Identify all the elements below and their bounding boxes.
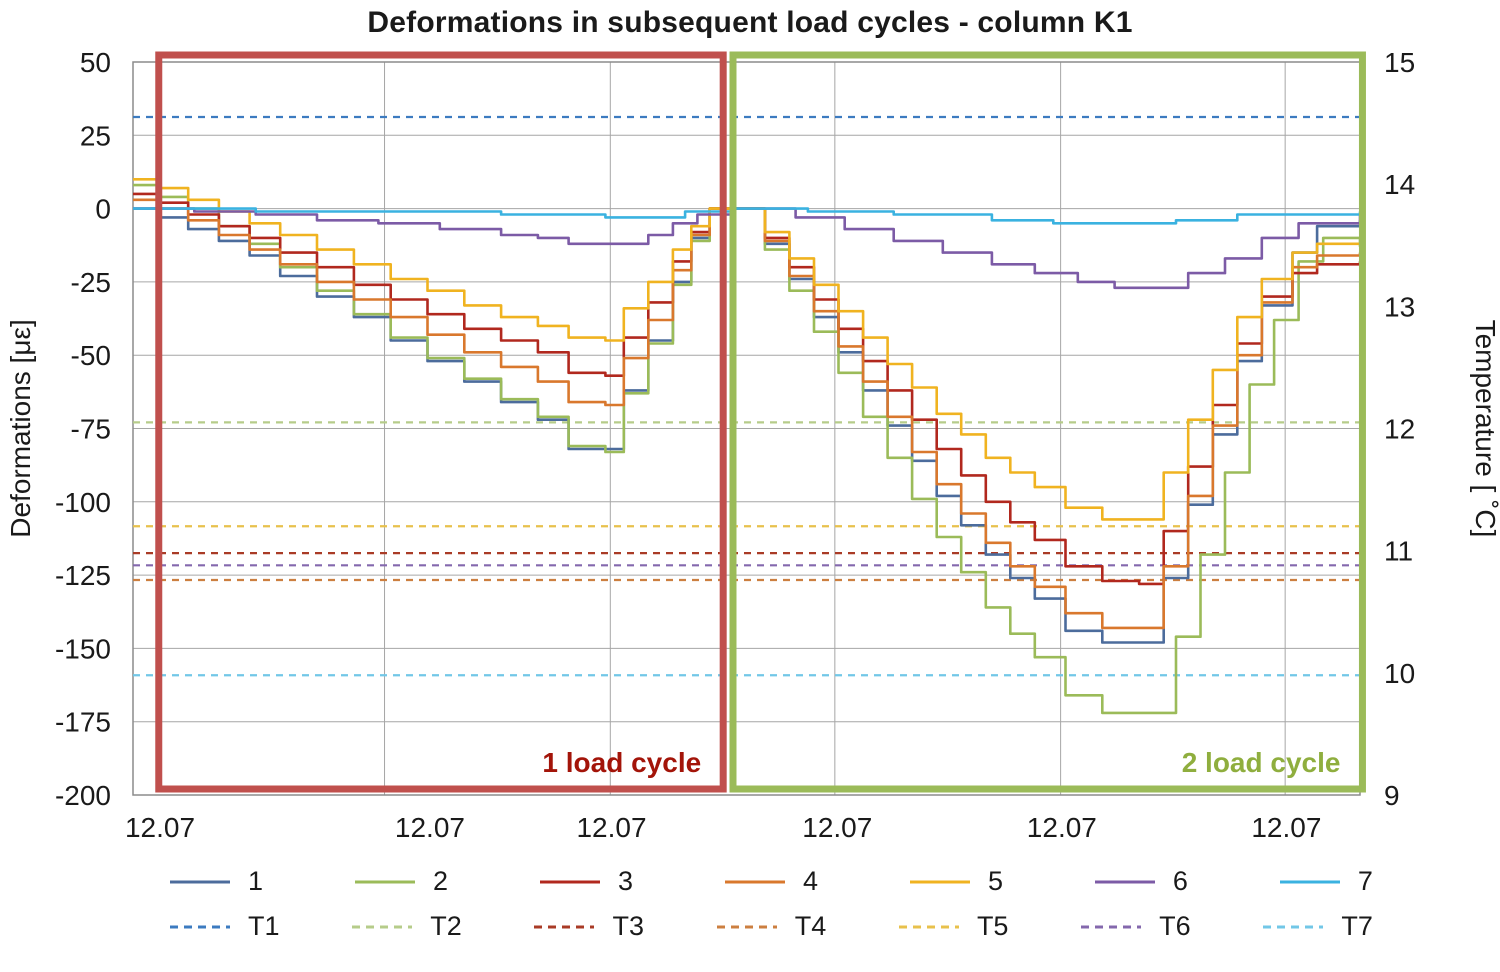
y-left-tick-label: -25	[71, 267, 111, 298]
series-line-5	[133, 178, 1360, 521]
legend-swatch-T1	[170, 925, 230, 928]
legend-label: 3	[617, 866, 633, 896]
y-left-tick-label: -75	[71, 414, 111, 445]
legend-label: T1	[248, 911, 280, 941]
y-right-tick-label: 15	[1384, 47, 1415, 78]
x-tick-label: 12.07	[125, 812, 195, 843]
legend-item-3: 3	[538, 866, 633, 897]
y-left-tick-label: -125	[55, 560, 111, 591]
legend-label: 6	[1172, 866, 1188, 896]
legend-item-T3: T3	[532, 911, 644, 942]
y-left-tick-label: -50	[71, 340, 111, 371]
y-left-tick-label: 50	[80, 47, 111, 78]
series-line-4	[133, 198, 1362, 630]
x-tick-label: 12.07	[1251, 812, 1321, 843]
legend-swatch-5	[909, 880, 970, 883]
legend-swatch-7	[1279, 880, 1340, 883]
legend-swatch-3	[539, 880, 600, 883]
y-left-tick-label: 25	[80, 120, 111, 151]
legend-label: 5	[987, 866, 1003, 896]
legend-row-1: 1 2 3 4 5 6 7	[168, 866, 1373, 897]
legend-swatch-6	[1094, 880, 1155, 883]
legend-swatch-2	[354, 880, 415, 883]
y-axis-label-right: Temperature [ ˚C]	[1470, 320, 1500, 538]
x-tick-label: 12.07	[802, 812, 872, 843]
legend-item-T7: T7	[1261, 911, 1373, 942]
x-tick-label: 12.07	[1027, 812, 1097, 843]
legend-label: T5	[976, 911, 1009, 941]
legend-swatch-1	[170, 880, 230, 883]
y-right-tick-label: 10	[1384, 658, 1415, 689]
legend-item-T6: T6	[1079, 911, 1191, 942]
y-axis-label-left: Deformations [με]	[5, 319, 36, 537]
legend-label: 1	[248, 866, 264, 896]
cycle2-label: 2 load cycle	[1182, 747, 1341, 778]
y-right-tick-label: 9	[1384, 780, 1400, 811]
legend-label: 4	[802, 866, 818, 896]
legend-item-2: 2	[353, 866, 448, 897]
legend-item-5: 5	[908, 866, 1003, 897]
legend-label: T6	[1159, 911, 1191, 941]
legend-swatch-4	[724, 880, 785, 883]
legend-item-T2: T2	[350, 911, 462, 942]
legend-item-6: 6	[1093, 866, 1188, 897]
legend-item-T1: T1	[168, 911, 280, 942]
legend-label: T4	[794, 911, 827, 941]
chart-title: Deformations in subsequent load cycles -…	[367, 6, 1133, 39]
legend-label: 2	[432, 866, 449, 896]
x-tick-label: 12.07	[576, 812, 646, 843]
legend-label: 7	[1357, 866, 1373, 896]
legend-swatch-T5	[898, 925, 959, 928]
y-left-tick-label: -100	[55, 487, 111, 518]
legend-item-T4: T4	[715, 911, 827, 942]
y-left-tick-label: -150	[55, 633, 111, 664]
legend-swatch-T2	[352, 925, 413, 928]
cycle1-box	[155, 51, 727, 793]
legend-label: T7	[1341, 911, 1373, 941]
legend-row-2: T1 T2 T3 T4 T5 T6 T7	[168, 911, 1373, 942]
y-left-tick-label: -200	[55, 780, 111, 811]
legend-swatch-T7	[1263, 925, 1324, 928]
y-right-tick-label: 13	[1384, 291, 1415, 322]
y-right-tick-label: 14	[1384, 169, 1415, 200]
legend-label: T3	[612, 911, 644, 941]
legend-item-T5: T5	[897, 911, 1009, 942]
y-left-tick-label: 0	[95, 194, 111, 225]
legend-item-7: 7	[1278, 866, 1373, 897]
legend-swatch-T4	[716, 925, 777, 928]
y-left-tick-label: -175	[55, 707, 111, 738]
y-right-tick-label: 11	[1384, 536, 1413, 567]
legend: 1 2 3 4 5 6 7 T1 T2 T3 T4 T5 T6 T7	[168, 866, 1373, 956]
y-right-tick-label: 12	[1384, 414, 1415, 445]
legend-item-4: 4	[723, 866, 818, 897]
legend-swatch-T3	[534, 925, 595, 928]
cycle2-box	[729, 51, 1366, 793]
cycle1-label: 1 load cycle	[542, 747, 701, 778]
legend-label: T2	[430, 911, 462, 941]
legend-item-1: 1	[168, 866, 263, 897]
series-line-7	[133, 207, 1362, 225]
legend-swatch-T6	[1081, 925, 1142, 928]
x-tick-label: 12.07	[395, 812, 465, 843]
